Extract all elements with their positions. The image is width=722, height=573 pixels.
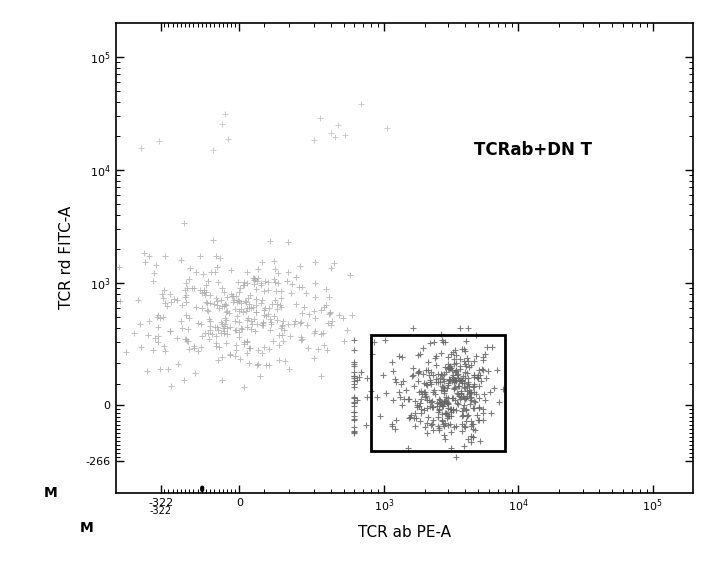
Text: M: M [79,521,94,535]
Text: -322: -322 [149,505,172,516]
Text: TCRab+DN T: TCRab+DN T [474,141,591,159]
Bar [371,335,505,451]
Text: M: M [44,486,58,500]
Y-axis label: TCR rd FITC-A: TCR rd FITC-A [59,206,74,309]
X-axis label: TCR ab PE-A: TCR ab PE-A [358,525,451,540]
